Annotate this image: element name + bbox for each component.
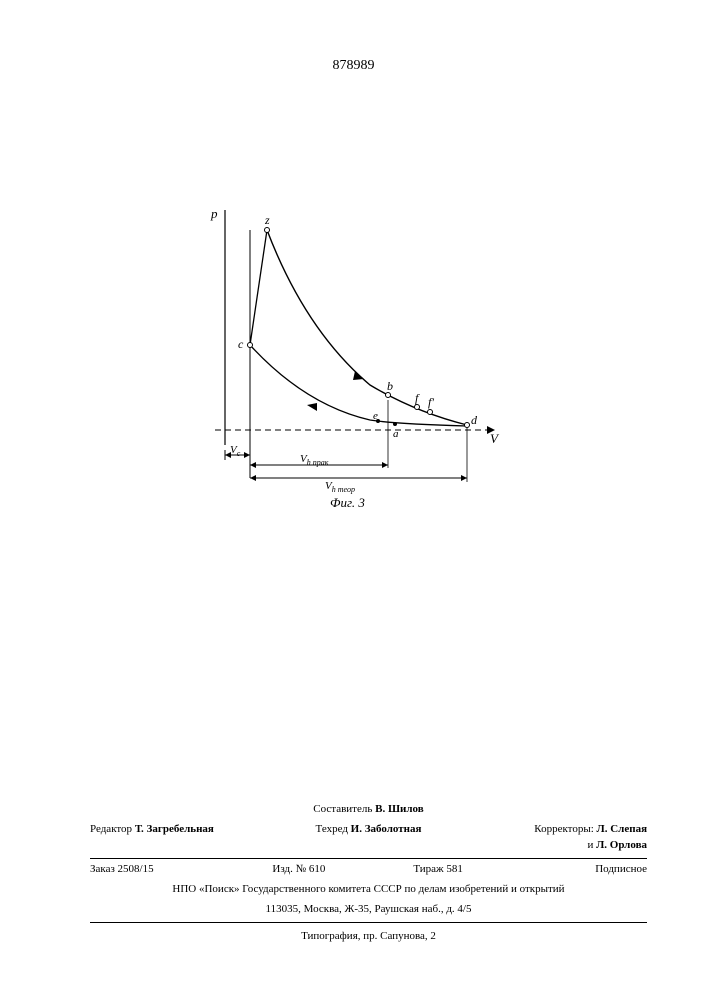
- svg-text:f: f: [415, 391, 420, 405]
- svg-text:f': f': [428, 395, 434, 409]
- tehred-name: И. Заболотная: [351, 823, 422, 835]
- sostavitel-name: В. Шилов: [375, 803, 424, 815]
- tehred-label: Техред: [316, 823, 348, 835]
- zakaz: Заказ 2508/15: [90, 862, 229, 878]
- svg-text:Vh прак: Vh прак: [300, 453, 329, 467]
- page-number: 878989: [0, 58, 707, 74]
- svg-text:c: c: [238, 337, 244, 351]
- typography: Типография, пр. Сапунова, 2: [90, 929, 647, 945]
- svg-text:Vh теор: Vh теор: [325, 480, 355, 494]
- axis-v-label: V: [490, 431, 500, 446]
- tirazh: Тираж 581: [369, 862, 508, 878]
- pv-diagram: p V z c b f f' d e a Vc Vh прак Vh теор …: [195, 200, 515, 510]
- podpisnoe: Подписное: [508, 862, 647, 878]
- footer: Составитель В. Шилов Редактор Т. Загребе…: [90, 802, 647, 945]
- axis-p-label: p: [210, 206, 218, 221]
- divider: [90, 858, 647, 859]
- redaktor-label: Редактор: [90, 823, 132, 835]
- korrektor1: Л. Слепая: [597, 823, 647, 835]
- izd: Изд. № 610: [229, 862, 368, 878]
- svg-text:e: e: [373, 410, 378, 422]
- sostavitel-label: Составитель: [313, 803, 372, 815]
- redaktor-name: Т. Загребельная: [135, 823, 214, 835]
- korrektory-label: Корректоры:: [534, 823, 593, 835]
- divider-2: [90, 922, 647, 923]
- svg-text:a: a: [393, 428, 399, 440]
- svg-text:Vc: Vc: [230, 444, 241, 458]
- svg-text:d: d: [471, 413, 478, 427]
- figure-caption: Фиг. 3: [330, 495, 365, 510]
- svg-text:z: z: [264, 213, 270, 227]
- address: 113035, Москва, Ж-35, Раушская наб., д. …: [90, 902, 647, 918]
- korrektor-and: и: [587, 839, 593, 851]
- svg-text:b: b: [387, 379, 393, 393]
- korrektor2: Л. Орлова: [596, 839, 647, 851]
- org: НПО «Поиск» Государственного комитета СС…: [90, 882, 647, 898]
